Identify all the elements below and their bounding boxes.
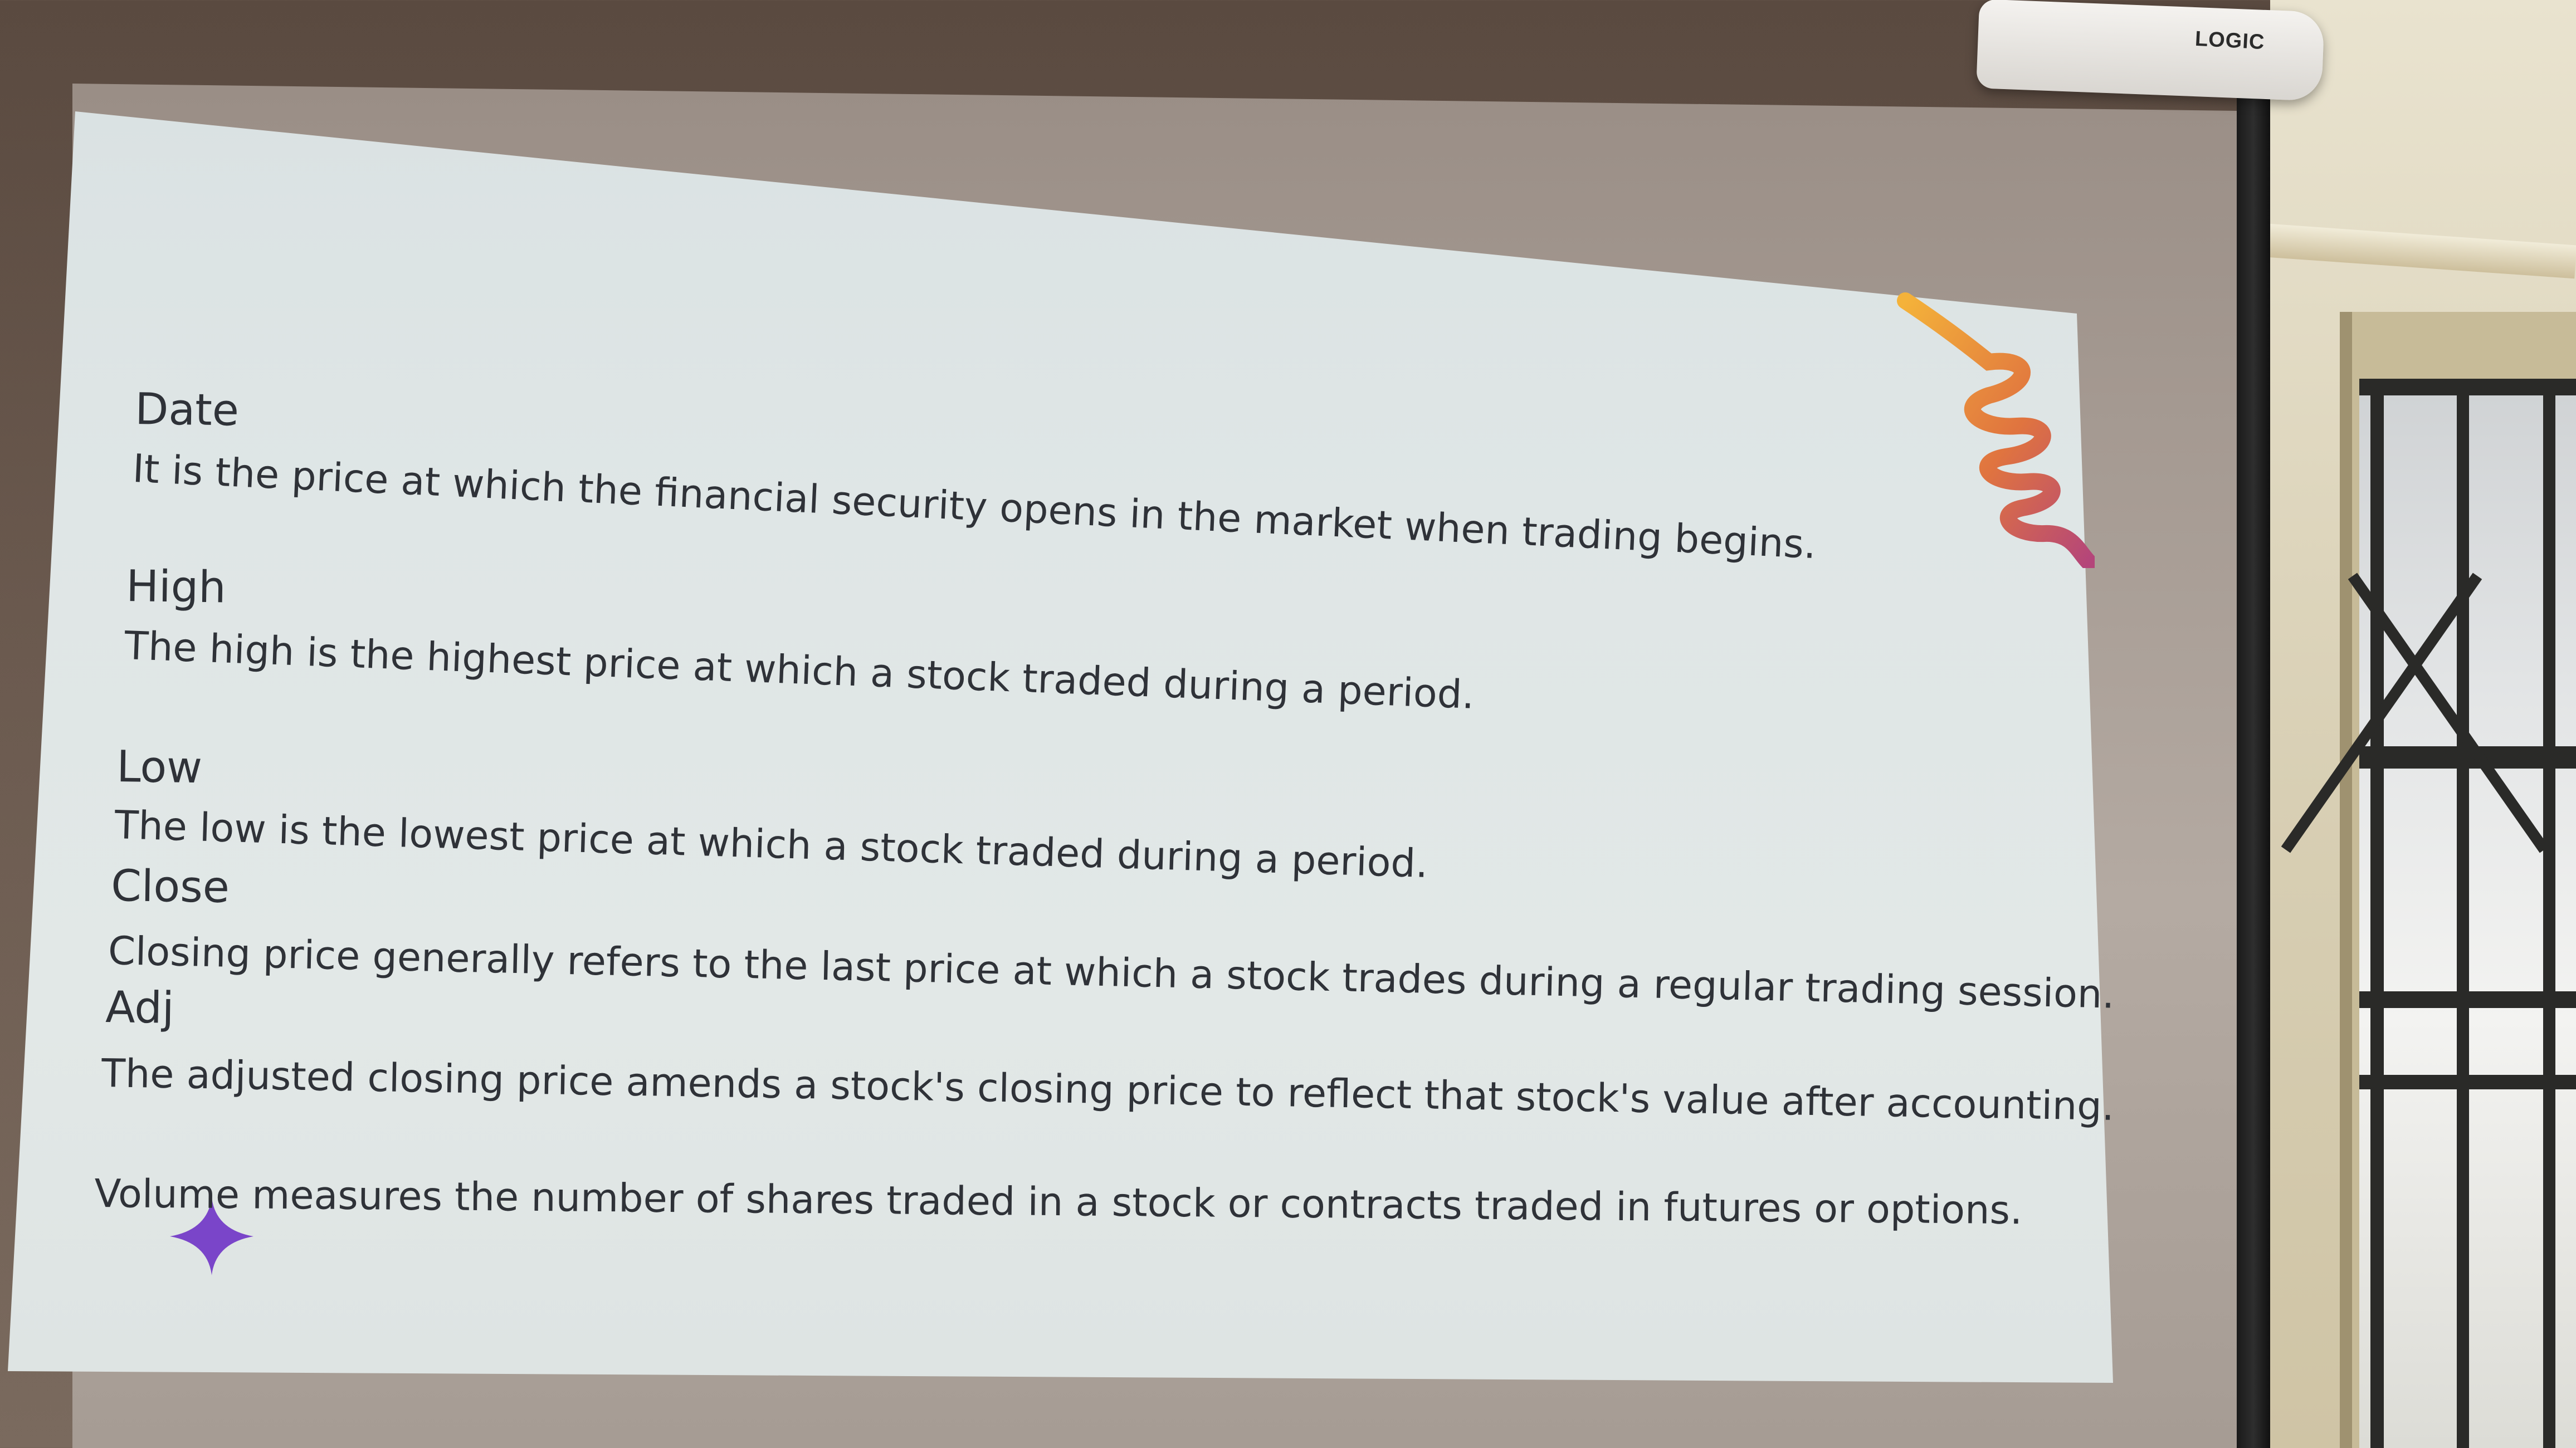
term-description: The low is the lowest price at which a s… bbox=[114, 802, 1429, 887]
sparkle-icon bbox=[170, 1197, 253, 1275]
term-heading: High bbox=[125, 561, 227, 613]
term-description: Closing price generally refers to the la… bbox=[108, 928, 2115, 1017]
term-heading: Adj bbox=[105, 982, 175, 1034]
term-heading: Low bbox=[116, 742, 203, 794]
term-description: It is the price at which the financial s… bbox=[131, 446, 1817, 568]
volume-description: Volume measures the number of shares tra… bbox=[94, 1171, 2023, 1234]
term-description: The adjusted closing price amends a stoc… bbox=[101, 1050, 2115, 1129]
term-heading: Date bbox=[134, 384, 240, 436]
window-grille bbox=[2281, 379, 2576, 1448]
spiral-decoration-icon bbox=[1897, 292, 2095, 568]
term-description: The high is the highest price at which a… bbox=[123, 623, 1475, 718]
screen-edge bbox=[2237, 84, 2270, 1448]
term-heading: Close bbox=[110, 861, 230, 913]
